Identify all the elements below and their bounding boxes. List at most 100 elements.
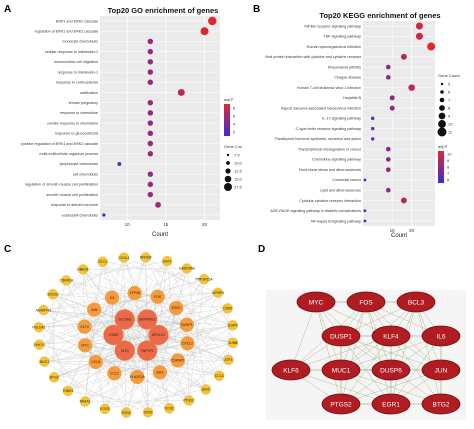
- color-legend-label: 8: [233, 105, 236, 110]
- network-edge: [52, 292, 135, 295]
- network-edge: [124, 319, 206, 390]
- network-node: [107, 366, 122, 381]
- size-legend-dot: [437, 127, 447, 137]
- network-edge: [112, 297, 234, 343]
- gene-label: CHKY1: [34, 343, 45, 347]
- gene-label: CCL3: [215, 374, 224, 378]
- gene-label: APOLD1: [152, 333, 165, 337]
- size-legend-dot: [224, 183, 232, 191]
- gene-label: CDKN1A: [59, 279, 73, 283]
- data-point: [385, 187, 391, 193]
- network-edge: [157, 296, 178, 361]
- x-tick-label: 15: [390, 228, 396, 233]
- term-label: Human cytomegalovirus infection: [307, 45, 361, 49]
- hub-gene-label: PTGS2: [330, 401, 352, 408]
- data-point: [427, 42, 436, 51]
- data-point: [177, 89, 185, 96]
- network-node: [121, 407, 132, 418]
- gene-label: CXCL2: [182, 342, 193, 346]
- network-node: [200, 384, 211, 395]
- gene-label: SLC2A3: [118, 318, 131, 322]
- gene-label: NFKBIZ: [140, 256, 152, 260]
- network-edge: [52, 294, 55, 378]
- network-node: [77, 264, 89, 275]
- gene-label: IER2: [202, 388, 210, 392]
- term-label: response to steroid hormone: [51, 203, 98, 207]
- data-point: [117, 161, 122, 166]
- term-label: Fluid shear stress and atherosclerosis: [299, 168, 361, 172]
- network-edge: [52, 294, 228, 309]
- color-legend-label: 6: [447, 177, 450, 182]
- network-edge: [53, 257, 146, 378]
- network-edge: [53, 292, 135, 378]
- data-point: [408, 84, 415, 91]
- data-point: [147, 110, 154, 116]
- go-x-ticks: 10 15 20: [125, 222, 208, 227]
- data-point: [200, 27, 209, 36]
- network-node: [130, 369, 145, 385]
- gene-label: ATF3: [224, 358, 232, 362]
- network-edge: [145, 257, 228, 309]
- network-edge: [126, 375, 220, 413]
- data-point: [147, 130, 154, 137]
- term-label: NF-kappa B signaling pathway: [311, 219, 361, 223]
- network-node: [212, 287, 224, 298]
- gene-label: JUNB: [229, 341, 239, 345]
- go-color-gradient: [224, 104, 230, 136]
- network-edge: [123, 257, 234, 343]
- network-edge: [169, 292, 219, 409]
- network-edge: [126, 261, 168, 413]
- network-node: [61, 275, 72, 286]
- network-edge: [39, 326, 85, 345]
- size-legend-dot: [438, 120, 446, 128]
- network-edge: [147, 308, 228, 413]
- kegg-size-legend-title: Gene Count: [438, 73, 460, 78]
- term-label: female pregnancy: [69, 101, 98, 105]
- network-d-nodes: MYC FOS BCL3 DUSP1 KLF4 IL6 KLF6 MUC1 DUSP6 JUN PT…: [271, 291, 461, 415]
- size-legend-label: 7: [448, 97, 451, 102]
- kegg-size-legend: 5 6 7 8 9 10 11: [437, 81, 453, 137]
- term-label: TNF signaling pathway: [323, 35, 361, 39]
- term-label: smooth muscle cell proliferation: [46, 193, 98, 197]
- network-edge: [157, 296, 233, 326]
- network-edge: [67, 390, 170, 409]
- go-color-legend-title: adj.P: [224, 97, 233, 102]
- hub-gene-node: [346, 291, 386, 313]
- network-node: [161, 255, 173, 267]
- term-label: Colorectal cancer: [332, 178, 361, 182]
- gene-label: KLF2: [121, 349, 129, 353]
- panel-d-letter: D: [258, 244, 265, 255]
- gene-label: KLF4: [80, 325, 88, 329]
- gene-label: DUSP1: [181, 323, 192, 327]
- term-label: Chemokine signaling pathway: [312, 158, 361, 162]
- term-label: Rheumatoid arthritis: [328, 65, 361, 69]
- network-node: [34, 339, 45, 350]
- network-edge: [44, 361, 127, 413]
- network-edge: [43, 297, 113, 311]
- network-node: [181, 263, 193, 274]
- ppi-network-c: APOLD1 TNFSF1 KLF2 CD83 SLC2A3 SERPINE1 CXCL2 C…: [32, 252, 239, 418]
- data-point: [102, 213, 106, 217]
- network-node: [97, 256, 108, 267]
- data-point: [400, 197, 407, 204]
- gene-label: MUC1: [40, 360, 50, 364]
- kegg-points: [363, 22, 436, 223]
- network-edge: [113, 292, 218, 336]
- gene-label: CD69: [223, 307, 232, 311]
- color-legend-label: 6: [233, 113, 236, 118]
- network-edge: [145, 257, 149, 413]
- color-legend-label: 7: [447, 171, 450, 176]
- network-edge: [67, 373, 115, 391]
- size-legend-label: 10.0: [234, 160, 243, 165]
- gene-label: STC1: [98, 260, 107, 264]
- network-node: [77, 338, 93, 353]
- term-label: response to glucocorticoid: [55, 132, 98, 136]
- network-edge: [67, 257, 125, 391]
- term-label: Viral protein interaction with cytokine …: [265, 55, 362, 59]
- size-legend-label: 5: [448, 81, 451, 86]
- network-edge: [39, 268, 187, 345]
- network-node: [223, 354, 234, 366]
- network-edge: [95, 361, 149, 413]
- kegg-grid: [363, 21, 435, 226]
- hub-gene-label: KLF6: [283, 367, 299, 374]
